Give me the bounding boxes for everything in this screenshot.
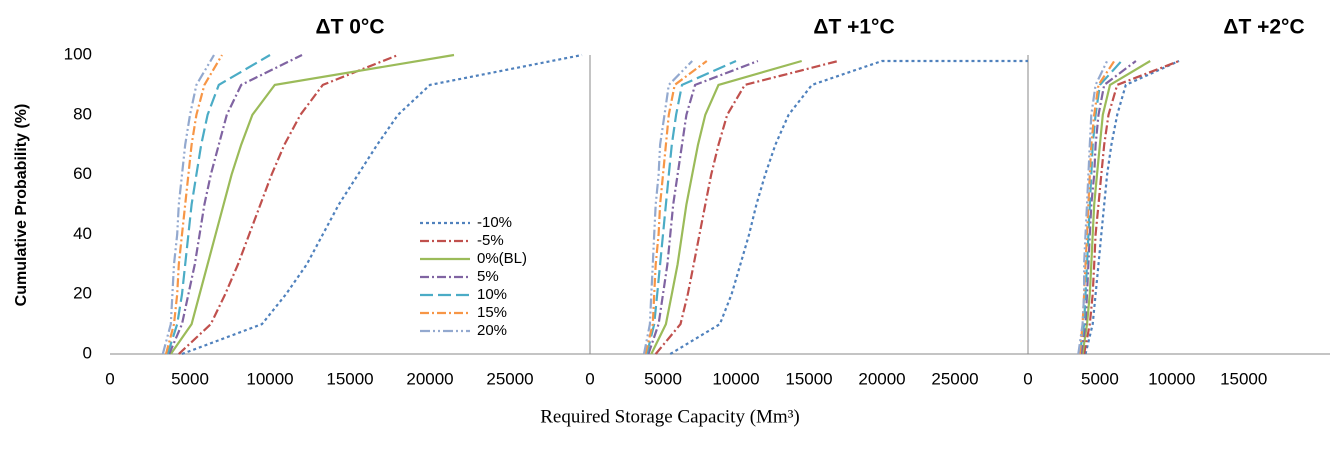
cdf-line bbox=[1078, 60, 1123, 355]
x-tick-label: 0 bbox=[1023, 369, 1032, 388]
legend-label: 0%(BL) bbox=[477, 250, 527, 267]
y-tick-label: 60 bbox=[73, 164, 92, 183]
cdf-line bbox=[650, 59, 803, 355]
cdf-line bbox=[169, 53, 455, 355]
legend-label: 5% bbox=[477, 268, 499, 285]
cdf-line bbox=[1078, 60, 1116, 355]
cdf-line bbox=[164, 54, 223, 355]
cdf-line bbox=[161, 54, 215, 355]
legend-label: 10% bbox=[477, 286, 507, 303]
legend-label: -10% bbox=[477, 214, 512, 231]
cdf-line bbox=[1081, 60, 1151, 355]
y-axis-label: Cumulative Probability (%) bbox=[13, 104, 30, 307]
panel-title: ΔT 0°C bbox=[316, 16, 385, 39]
x-tick-label: 15000 bbox=[326, 369, 373, 388]
y-tick-label: 40 bbox=[73, 224, 92, 243]
cdf-line bbox=[669, 59, 1028, 355]
legend-label: 15% bbox=[477, 304, 507, 321]
x-tick-label: 5000 bbox=[644, 369, 682, 388]
x-tick-label: 15000 bbox=[785, 369, 832, 388]
x-tick-label: 10000 bbox=[712, 369, 759, 388]
x-tick-label: 5000 bbox=[171, 369, 209, 388]
cdf-line bbox=[642, 60, 693, 355]
y-tick-label: 100 bbox=[64, 44, 92, 63]
y-tick-label: 20 bbox=[73, 284, 92, 303]
cdf-line bbox=[1083, 59, 1180, 355]
x-axis-label: Required Storage Capacity (Mm³) bbox=[540, 406, 800, 427]
panel-title: ΔT +2°C bbox=[1223, 16, 1304, 39]
cdf-line bbox=[644, 60, 708, 355]
x-tick-label: 5000 bbox=[1081, 369, 1119, 388]
x-tick-label: 0 bbox=[105, 369, 114, 388]
legend-label: 20% bbox=[477, 322, 507, 339]
x-tick-label: 25000 bbox=[931, 369, 978, 388]
cdf-line bbox=[1077, 60, 1109, 355]
cdf-line bbox=[181, 53, 583, 356]
cdf-line bbox=[647, 59, 759, 355]
y-tick-label: 0 bbox=[83, 343, 92, 362]
x-tick-label: 15000 bbox=[1220, 369, 1267, 388]
cdf-line bbox=[1080, 60, 1137, 355]
y-tick-label: 80 bbox=[73, 104, 92, 123]
cdf-line bbox=[1084, 59, 1180, 355]
x-tick-label: 10000 bbox=[1148, 369, 1195, 388]
x-tick-label: 20000 bbox=[858, 369, 905, 388]
legend-label: -5% bbox=[477, 232, 504, 249]
cdf-line bbox=[166, 54, 271, 355]
x-tick-label: 25000 bbox=[486, 369, 533, 388]
x-tick-label: 20000 bbox=[406, 369, 453, 388]
cdf-line bbox=[645, 59, 737, 355]
cdf-line bbox=[654, 59, 839, 355]
cdf-line bbox=[168, 54, 303, 355]
cdf-line bbox=[178, 53, 399, 355]
x-tick-label: 10000 bbox=[246, 369, 293, 388]
x-tick-label: 0 bbox=[585, 369, 594, 388]
panel-title: ΔT +1°C bbox=[813, 16, 894, 39]
